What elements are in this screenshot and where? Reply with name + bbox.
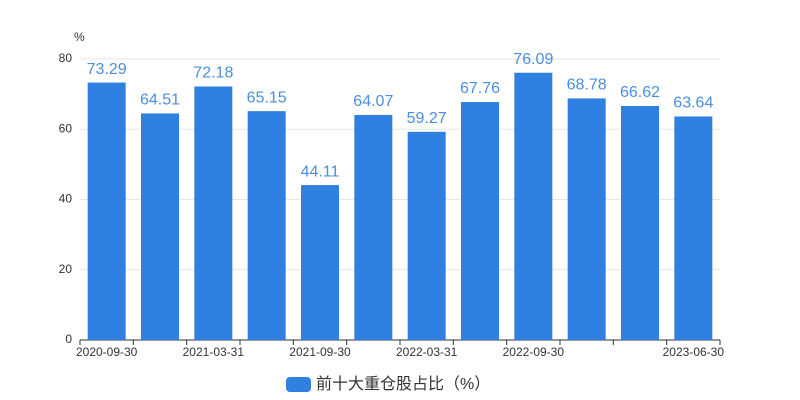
bar <box>461 101 499 340</box>
x-tick-label: 2020-09-30 <box>76 345 138 359</box>
value-label: 64.51 <box>140 92 180 109</box>
value-label: 65.15 <box>247 89 287 106</box>
bar <box>567 98 606 340</box>
bar <box>674 116 713 340</box>
value-label: 66.62 <box>620 84 660 101</box>
x-tick-label: 2023-06-30 <box>663 345 725 359</box>
legend-swatch <box>286 377 311 392</box>
x-tick-label: 2022-03-31 <box>396 345 458 359</box>
bar <box>621 105 659 340</box>
value-label: 73.29 <box>87 61 127 78</box>
value-label: 63.64 <box>673 95 713 112</box>
x-tick-label: 2021-09-30 <box>289 345 351 359</box>
bar <box>87 82 126 340</box>
value-label: 68.78 <box>567 77 607 94</box>
bar <box>354 114 393 340</box>
bar <box>141 113 179 340</box>
bar <box>194 86 233 341</box>
value-label: 76.09 <box>513 51 553 68</box>
y-tick-label: 20 <box>59 262 73 276</box>
legend-label: 前十大重仓股占比（%） <box>316 375 490 393</box>
bar <box>247 111 286 341</box>
bar <box>407 131 446 340</box>
y-tick-label: 0 <box>65 332 72 346</box>
bar <box>514 72 553 340</box>
bar <box>301 185 339 340</box>
value-label: 72.18 <box>193 65 233 82</box>
x-tick-label: 2022-09-30 <box>503 345 565 359</box>
y-tick-label: 80 <box>59 51 73 65</box>
value-label: 64.07 <box>353 93 393 110</box>
value-label: 44.11 <box>301 163 340 180</box>
y-unit: % <box>74 30 85 44</box>
x-tick-label: 2021-03-31 <box>183 345 245 359</box>
y-tick-label: 40 <box>59 192 73 206</box>
y-tick-label: 60 <box>59 121 73 135</box>
value-label: 67.76 <box>460 80 500 97</box>
value-label: 59.27 <box>407 110 447 127</box>
